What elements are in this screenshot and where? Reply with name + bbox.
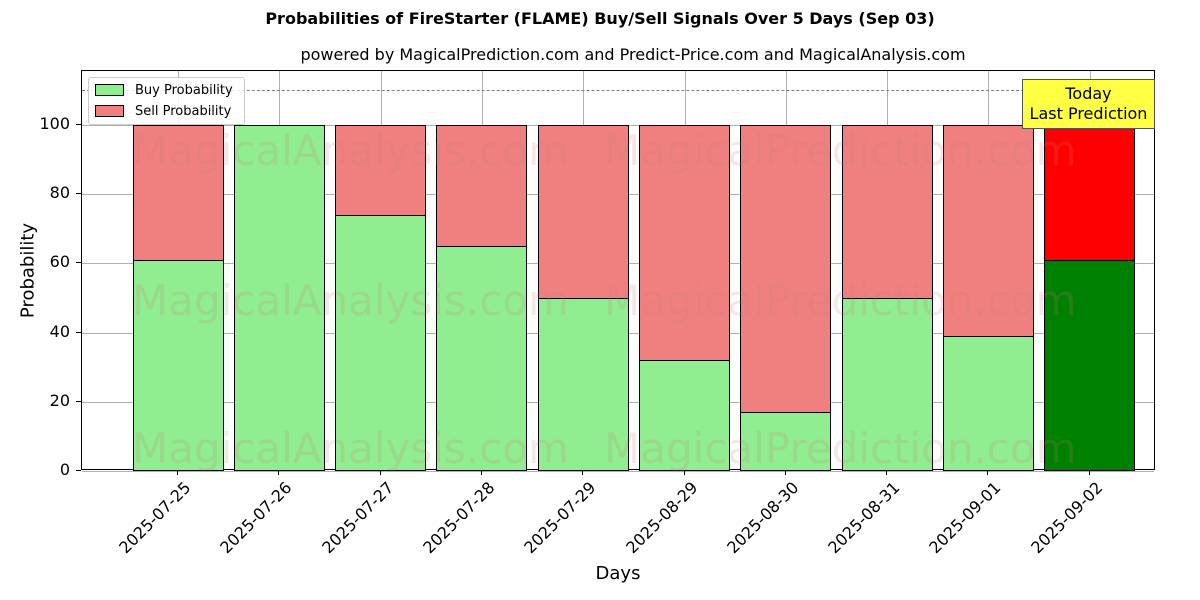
x-tick-label: 2025-07-28 — [419, 478, 499, 558]
x-tick-mark — [480, 470, 482, 475]
y-tick-mark — [76, 400, 81, 402]
y-tick-label: 40 — [49, 321, 70, 341]
x-tick-mark — [784, 470, 786, 475]
bar-buy — [1044, 259, 1136, 471]
bar-buy — [436, 246, 528, 471]
plot-area: MagicalAnalysis.comMagicalPrediction.com… — [81, 70, 1155, 473]
bar-sell — [537, 125, 629, 299]
legend-label-sell: Sell Probability — [135, 103, 232, 119]
x-tick-mark — [278, 470, 280, 475]
x-tick-label: 2025-08-31 — [824, 478, 904, 558]
chart-title: Probabilities of FireStarter (FLAME) Buy… — [265, 9, 935, 28]
gridline-horizontal — [82, 471, 1154, 472]
y-tick-mark — [76, 193, 81, 195]
x-tick-label: 2025-07-29 — [520, 478, 600, 558]
bar-buy — [639, 360, 730, 471]
sell-swatch-icon — [95, 105, 124, 117]
x-axis-label: Days — [595, 563, 641, 584]
bar-sell — [841, 125, 933, 299]
x-tick-label: 2025-09-01 — [925, 478, 1005, 558]
y-tick-mark — [76, 124, 81, 125]
bar-buy — [132, 259, 224, 471]
bar-sell — [740, 125, 832, 414]
bar-sell — [335, 125, 427, 216]
annotation-line-1: Today — [1065, 84, 1112, 103]
x-tick-label: 2025-09-02 — [1026, 478, 1107, 558]
buy-swatch-icon — [95, 84, 124, 96]
legend-label-buy: Buy Probability — [135, 82, 233, 98]
chart-subtitle: powered by MagicalPrediction.com and Pre… — [300, 45, 966, 64]
y-tick-mark — [76, 331, 81, 333]
x-tick-mark — [582, 470, 584, 475]
x-tick-mark — [683, 470, 685, 475]
legend-item-buy: Buy Probability — [95, 80, 233, 100]
x-tick-mark — [177, 470, 178, 475]
x-tick-mark — [379, 470, 381, 475]
y-tick-mark — [76, 470, 81, 471]
x-tick-label: 2025-07-27 — [317, 478, 398, 558]
today-annotation: Today Last Prediction — [1022, 79, 1155, 129]
bar-sell — [1044, 125, 1136, 261]
y-tick-label: 60 — [49, 252, 70, 272]
legend: Buy Probability Sell Probability — [88, 77, 245, 125]
reference-line — [82, 90, 1154, 92]
legend-item-sell: Sell Probability — [95, 101, 231, 121]
y-tick-label: 80 — [49, 183, 70, 203]
bar-buy — [841, 298, 933, 471]
y-tick-label: 0 — [59, 460, 70, 479]
x-tick-label: 2025-07-25 — [115, 478, 195, 558]
bar-buy — [233, 125, 325, 471]
annotation-line-2: Last Prediction — [1029, 104, 1148, 123]
x-tick-label: 2025-08-29 — [621, 478, 701, 558]
y-tick-label: 100 — [39, 114, 70, 133]
bar-buy — [942, 336, 1034, 471]
bar-sell — [436, 125, 528, 248]
x-tick-mark — [987, 470, 989, 475]
bar-buy — [537, 298, 629, 471]
bar-sell — [132, 125, 224, 261]
bar-sell — [639, 125, 730, 362]
x-tick-mark — [886, 470, 888, 475]
y-tick-mark — [76, 262, 81, 264]
bar-buy — [335, 214, 427, 471]
bar-buy — [740, 412, 832, 471]
bar-sell — [942, 125, 1034, 338]
x-tick-label: 2025-08-30 — [723, 478, 803, 558]
x-tick-mark — [1088, 470, 1090, 475]
x-tick-label: 2025-07-26 — [216, 478, 296, 558]
y-tick-label: 20 — [49, 390, 70, 410]
